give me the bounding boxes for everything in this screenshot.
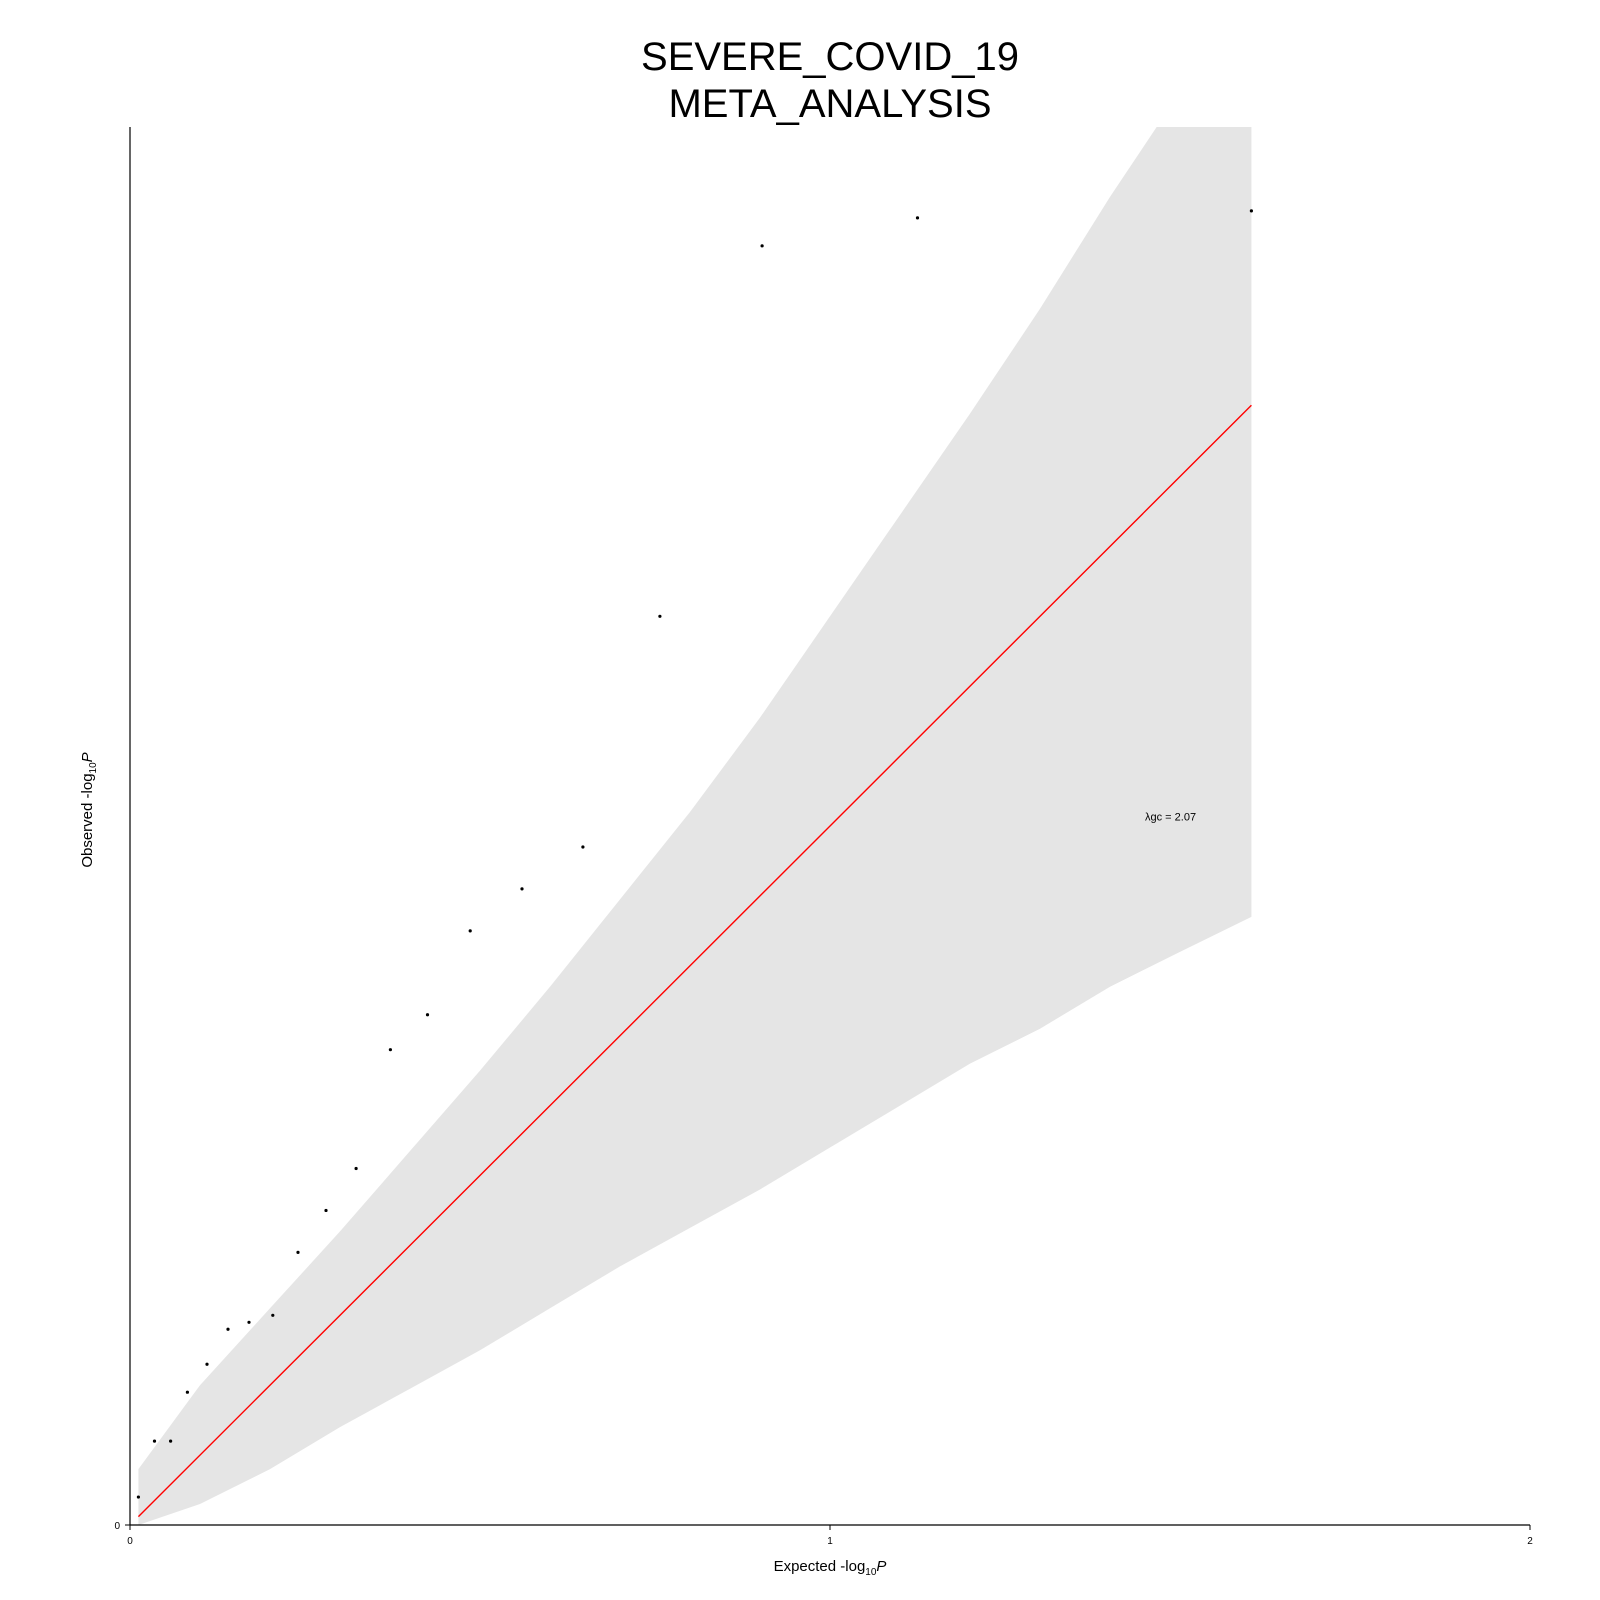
reference-line [137,404,1252,1518]
y-tick-label: 0 [114,1521,120,1532]
chart-title-line-1: SEVERE_COVID_19 [641,35,1019,79]
data-point [354,1166,358,1171]
y-axis-label: Observed -log10P [79,752,99,867]
data-point [296,1250,300,1254]
data-point [1249,209,1253,213]
x-axis-label: Expected -log10P [774,1558,887,1578]
x-tick-label: 0 [127,1536,133,1547]
data-point [271,1313,275,1317]
data-point [169,1439,173,1443]
chart-title-line-2: META_ANALYSIS [668,82,991,126]
data-point [247,1320,251,1324]
data-point [658,614,662,618]
x-tick-label: 1 [827,1536,833,1547]
lambda-gc-annotation: λgc = 2.07 [1145,811,1196,823]
data-point [468,929,472,933]
data-point [226,1327,230,1331]
data-point [205,1362,209,1366]
x-tick-label: 2 [1527,1536,1533,1547]
data-point [760,244,764,248]
data-point [425,1013,430,1017]
data-point [152,1439,157,1443]
data-point [581,845,585,849]
confidence-band [138,127,1252,1525]
data-point [136,1495,140,1499]
data-point [388,1048,392,1052]
data-point [324,1208,328,1213]
data-point [520,887,524,891]
data-point [185,1390,189,1394]
data-point [915,216,920,220]
